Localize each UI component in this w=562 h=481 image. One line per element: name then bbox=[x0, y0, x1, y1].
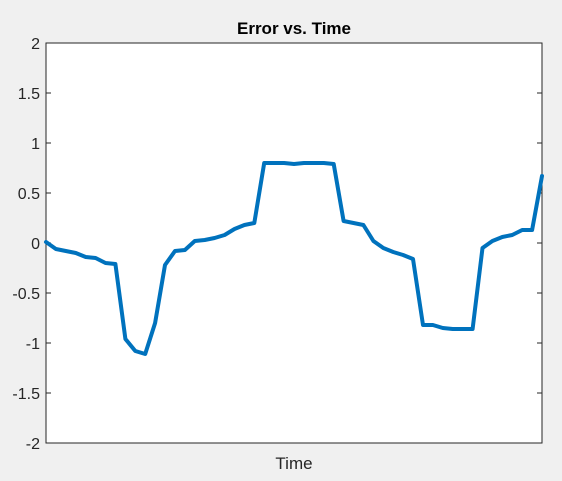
y-tick-label: 0 bbox=[31, 236, 40, 253]
chart-title: Error vs. Time bbox=[237, 19, 351, 38]
x-axis-label: Time bbox=[275, 454, 312, 473]
y-axis: 2 1.5 1 0.5 0 -0.5 -1 -1.5 -2 bbox=[12, 36, 542, 453]
y-tick-label: -1.5 bbox=[12, 386, 40, 403]
y-tick-label: 0.5 bbox=[18, 186, 40, 203]
series-lines bbox=[44, 161, 544, 356]
y-tick-label: 1 bbox=[31, 136, 40, 153]
y-tick-label: -1 bbox=[26, 336, 40, 353]
y-tick-label: 2 bbox=[31, 36, 40, 53]
y-tick-label: -0.5 bbox=[12, 286, 40, 303]
y-tick-label: 1.5 bbox=[18, 86, 40, 103]
y-tick-label: -2 bbox=[26, 436, 40, 453]
series-line bbox=[44, 161, 544, 356]
plot-area bbox=[45, 42, 543, 444]
